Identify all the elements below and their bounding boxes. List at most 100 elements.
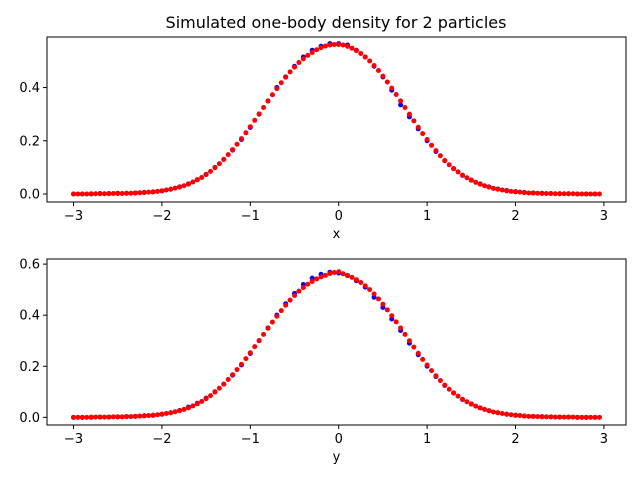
data-point — [119, 414, 125, 420]
data-point — [406, 111, 412, 117]
data-point — [596, 414, 602, 420]
data-point — [190, 403, 196, 409]
x-tick-label: 1 — [423, 209, 431, 224]
data-point — [124, 190, 130, 196]
data-point — [238, 136, 244, 142]
x-tick-label: 2 — [511, 209, 519, 224]
data-point — [155, 412, 160, 418]
data-point — [340, 42, 346, 48]
data-point — [398, 325, 404, 331]
y-tick-label: 0.0 — [19, 411, 40, 426]
data-point — [84, 414, 90, 420]
x-axis-label: y — [333, 450, 341, 465]
data-point — [442, 382, 448, 388]
data-point — [128, 190, 134, 196]
data-point — [477, 181, 483, 187]
data-point — [424, 136, 430, 142]
data-point — [106, 191, 112, 197]
data-point — [159, 411, 165, 417]
data-point — [552, 414, 558, 420]
data-point — [508, 188, 514, 194]
data-point — [548, 414, 554, 420]
data-point — [336, 269, 342, 275]
data-point — [490, 409, 496, 415]
data-point — [398, 98, 404, 104]
data-point — [181, 406, 187, 412]
data-point — [393, 91, 399, 97]
data-point — [274, 313, 280, 319]
data-point — [349, 45, 355, 51]
data-point — [110, 190, 116, 196]
data-point — [331, 270, 337, 276]
data-point — [132, 413, 138, 419]
data-point — [327, 42, 333, 48]
data-point — [181, 183, 187, 189]
y-tick-label: 0.4 — [19, 81, 40, 96]
data-point — [146, 189, 152, 195]
data-point — [71, 191, 77, 197]
data-point — [367, 58, 373, 64]
data-point — [101, 191, 107, 197]
x-tick-label: −1 — [241, 432, 260, 447]
x-tick-label: −1 — [241, 209, 260, 224]
data-point — [336, 41, 342, 47]
data-point — [411, 118, 417, 124]
data-point — [225, 377, 231, 383]
data-point — [513, 189, 518, 195]
data-point — [168, 186, 174, 192]
data-point — [504, 188, 510, 194]
data-point — [371, 62, 377, 68]
data-point — [79, 414, 85, 420]
data-point — [305, 281, 311, 287]
data-point — [526, 190, 532, 196]
x-tick-label: 2 — [511, 432, 519, 447]
data-point — [137, 190, 143, 196]
data-point — [517, 413, 523, 419]
data-point — [433, 148, 439, 154]
data-point — [415, 124, 421, 130]
data-point — [318, 274, 324, 280]
data-point — [557, 414, 563, 420]
data-point — [552, 191, 558, 197]
data-point — [208, 393, 214, 399]
data-point — [115, 190, 121, 196]
data-point — [411, 344, 417, 350]
data-point — [490, 185, 496, 191]
data-point — [358, 280, 364, 285]
data-point — [495, 186, 501, 192]
data-point — [367, 287, 373, 293]
data-point — [269, 92, 275, 98]
data-point — [543, 190, 549, 196]
data-point — [592, 191, 598, 197]
data-point — [132, 190, 138, 196]
series-0-points — [71, 269, 598, 420]
data-point — [163, 411, 169, 417]
data-point — [305, 52, 311, 58]
x-tick-label: −3 — [64, 432, 83, 447]
data-point — [194, 177, 200, 183]
data-point — [234, 141, 240, 147]
x-tick-label: −2 — [152, 432, 171, 447]
y-density-panel: −3 −2 −1 0 1 2 3 0.0 0.2 0.4 0.6 y — [19, 258, 627, 465]
data-point — [300, 56, 306, 62]
data-point — [141, 189, 147, 195]
data-point — [415, 350, 421, 356]
data-point — [243, 130, 249, 136]
data-point — [177, 184, 183, 190]
axes-frame — [46, 258, 627, 426]
data-point — [137, 413, 143, 419]
data-point — [451, 390, 457, 396]
data-point — [269, 319, 275, 325]
data-point — [234, 367, 240, 373]
data-point — [93, 191, 99, 197]
data-point — [283, 302, 289, 308]
data-point — [243, 356, 249, 362]
data-point — [384, 307, 390, 313]
data-point — [371, 291, 377, 297]
data-point — [212, 389, 218, 395]
data-point — [216, 161, 222, 167]
y-tick-label: 0.4 — [19, 309, 40, 324]
x-tick-label: 0 — [335, 209, 343, 224]
data-point — [464, 399, 470, 405]
